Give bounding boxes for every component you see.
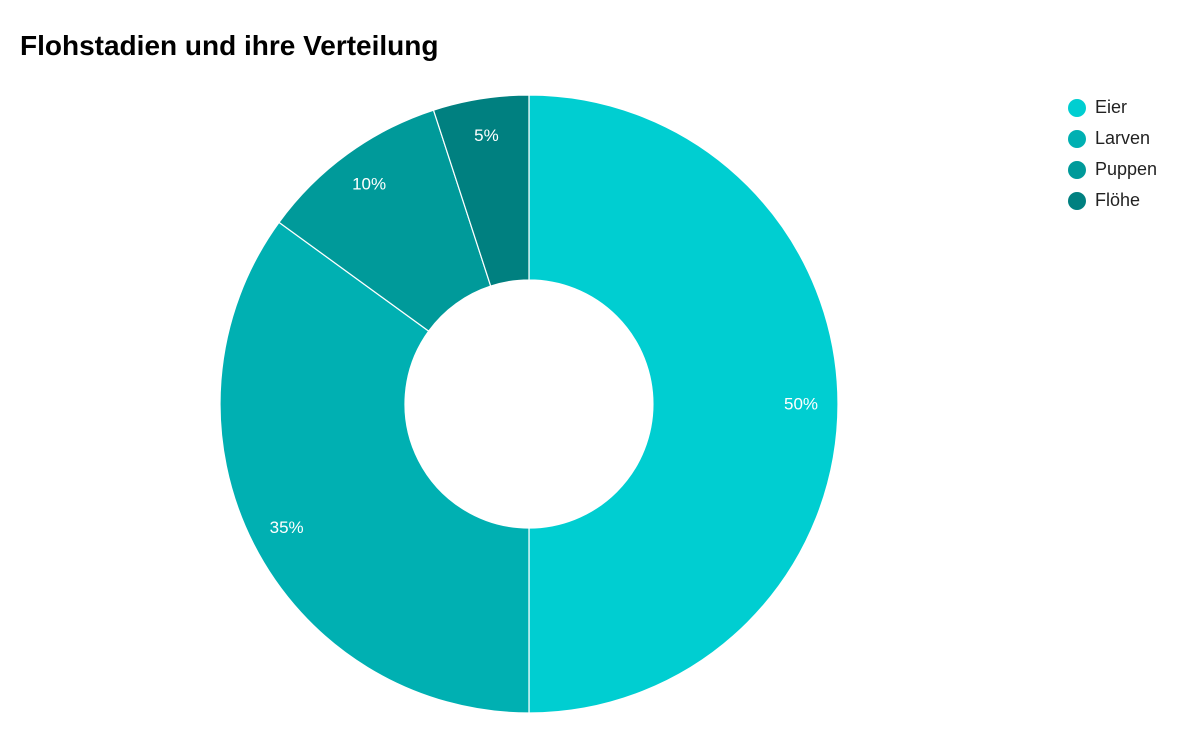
slice-floehe[interactable] (432, 94, 530, 287)
legend-swatch-floehe (1068, 191, 1086, 210)
slice-label-larven: 35% (270, 518, 304, 537)
legend-label-floehe: Flöhe (1095, 190, 1141, 210)
legend: Eier Larven Puppen Flöhe (1068, 92, 1157, 216)
legend-item-floehe[interactable]: Flöhe (1068, 185, 1157, 216)
legend-swatch-larven (1068, 129, 1086, 148)
slice-puppen[interactable] (278, 109, 492, 332)
legend-label-larven: Larven (1095, 128, 1151, 148)
legend-item-puppen[interactable]: Puppen (1068, 154, 1157, 185)
legend-label-puppen: Puppen (1095, 159, 1158, 179)
slice-larven[interactable] (219, 221, 530, 714)
legend-item-eier[interactable]: Eier (1068, 92, 1157, 123)
chart-title: Flohstadien und ihre Verteilung (20, 30, 439, 61)
slice-eier[interactable] (528, 94, 839, 714)
slice-label-floehe: 5% (474, 126, 499, 145)
legend-swatch-eier (1068, 98, 1086, 117)
legend-label-eier: Eier (1095, 97, 1128, 117)
legend-swatch-puppen (1068, 160, 1086, 179)
slice-label-puppen: 10% (352, 174, 386, 193)
legend-item-larven[interactable]: Larven (1068, 123, 1157, 154)
slice-group (219, 94, 839, 714)
slice-label-group: 50% 35% 10% 5% (270, 126, 818, 537)
slice-label-eier: 50% (784, 395, 818, 414)
